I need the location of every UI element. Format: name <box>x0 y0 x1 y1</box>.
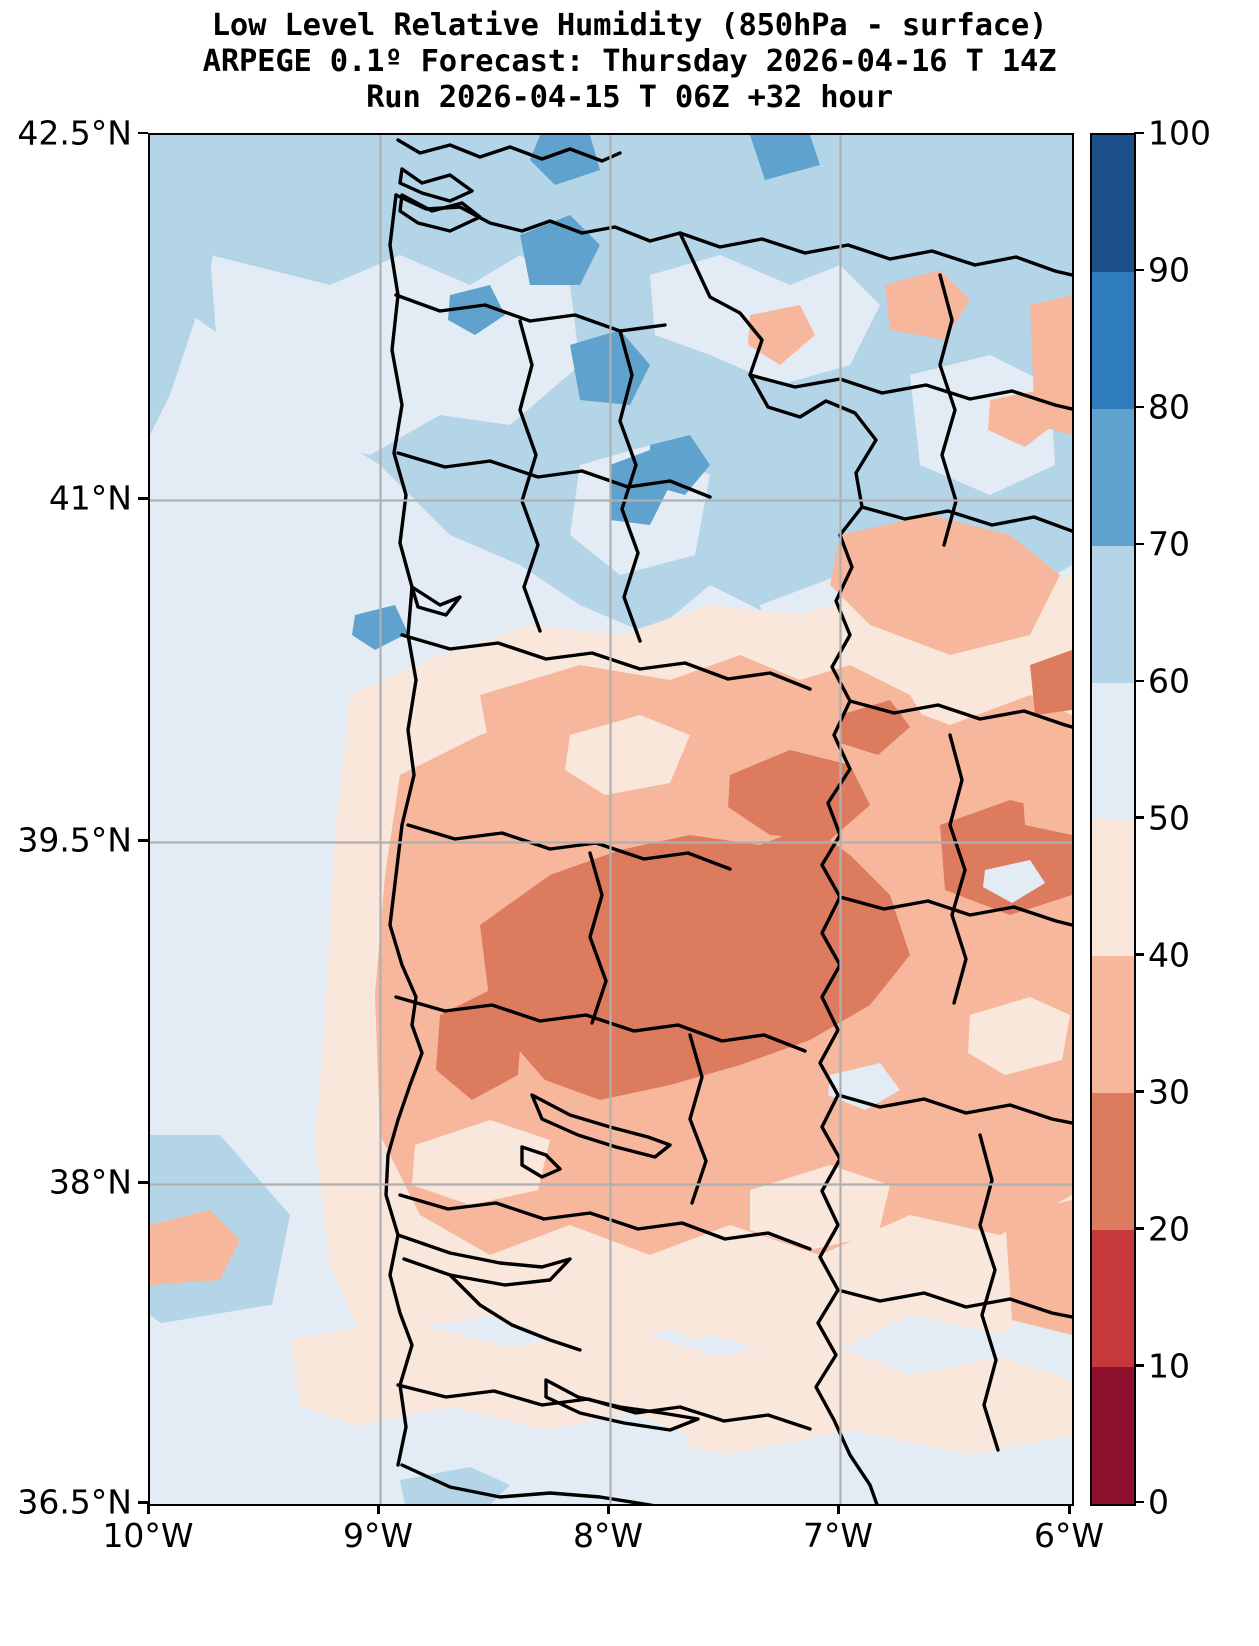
ytick-label-38N: 38°N <box>48 1162 132 1202</box>
ytick-mark-41 <box>138 497 148 500</box>
colorbar-band-40-50 <box>1092 819 1134 957</box>
xtick-mark-7W <box>837 1504 840 1514</box>
colorbar-band-70-80 <box>1092 408 1134 546</box>
ytick-label-42.5N: 42.5°N <box>17 113 132 153</box>
colorbar-label-50: 50 <box>1148 798 1190 838</box>
chart-title-line-2: ARPEGE 0.1º Forecast: Thursday 2026-04-1… <box>202 43 1057 79</box>
colorbar-label-10: 10 <box>1148 1346 1190 1386</box>
ytick-label-36.5N: 36.5°N <box>17 1482 132 1522</box>
colorbar-band-20-30 <box>1092 1093 1134 1231</box>
colorbar-band-0-10 <box>1092 1367 1134 1504</box>
ytick-mark-39.5 <box>138 839 148 842</box>
colorbar-label-0: 0 <box>1148 1482 1169 1522</box>
colorbar-band-10-20 <box>1092 1230 1134 1368</box>
colorbar-tick-mark-20 <box>1134 1227 1144 1230</box>
colorbar-tick-mark-0 <box>1134 1500 1144 1504</box>
xtick-label-8W: 8°W <box>572 1516 644 1555</box>
xtick-label-7W: 7°W <box>802 1516 874 1555</box>
colorbar-label-70: 70 <box>1148 524 1190 564</box>
colorbar-label-20: 20 <box>1148 1209 1190 1249</box>
colorbar-tick-mark-70 <box>1134 542 1144 546</box>
xtick-mark-10W <box>147 1504 150 1514</box>
colorbar-label-60: 60 <box>1148 661 1190 701</box>
ytick-mark-36.5 <box>138 1501 148 1504</box>
ytick-mark-38 <box>138 1181 148 1184</box>
colorbar-tick-mark-60 <box>1134 679 1144 683</box>
xtick-label-6W: 6°W <box>1033 1516 1105 1555</box>
colorbar-label-40: 40 <box>1148 935 1190 975</box>
colorbar-tick-mark-80 <box>1134 405 1144 409</box>
colorbar-band-50-60 <box>1092 682 1134 820</box>
colorbar-tick-mark-100 <box>1134 131 1144 135</box>
xtick-label-10W: 10°W <box>102 1516 194 1555</box>
chart-title-block: Low Level Relative Humidity (850hPa - su… <box>0 8 1259 116</box>
colorbar-tick-mark-10 <box>1134 1364 1144 1367</box>
map-plot-area <box>148 133 1074 1506</box>
colorbar-label-30: 30 <box>1148 1072 1190 1112</box>
colorbar-band-60-70 <box>1092 545 1134 683</box>
colorbar-label-100: 100 <box>1148 113 1211 153</box>
colorbar-band-30-40 <box>1092 956 1134 1094</box>
colorbar-tick-mark-30 <box>1134 1090 1144 1093</box>
colorbar-tick-mark-90 <box>1134 268 1144 272</box>
colorbar-tick-mark-40 <box>1134 953 1144 956</box>
ytick-label-41N: 41°N <box>48 478 132 518</box>
chart-title-line-1: Low Level Relative Humidity (850hPa - su… <box>211 8 1048 43</box>
colorbar-tick-mark-50 <box>1134 816 1144 819</box>
colorbar-band-90-100 <box>1092 134 1134 272</box>
colorbar-label-90: 90 <box>1148 250 1190 290</box>
humidity-colorbar <box>1090 133 1136 1506</box>
xtick-mark-8W <box>607 1504 610 1514</box>
humidity-contour-map <box>150 135 1072 1504</box>
ytick-mark-42.5 <box>138 131 148 135</box>
ytick-label-39.5N: 39.5°N <box>17 820 132 860</box>
chart-title-line-3: Run 2026-04-15 T 06Z +32 hour <box>366 79 893 115</box>
colorbar-band-80-90 <box>1092 271 1134 409</box>
xtick-mark-9W <box>377 1504 380 1514</box>
colorbar-label-80: 80 <box>1148 387 1190 427</box>
xtick-mark-6W <box>1068 1504 1071 1514</box>
xtick-label-9W: 9°W <box>342 1516 414 1555</box>
